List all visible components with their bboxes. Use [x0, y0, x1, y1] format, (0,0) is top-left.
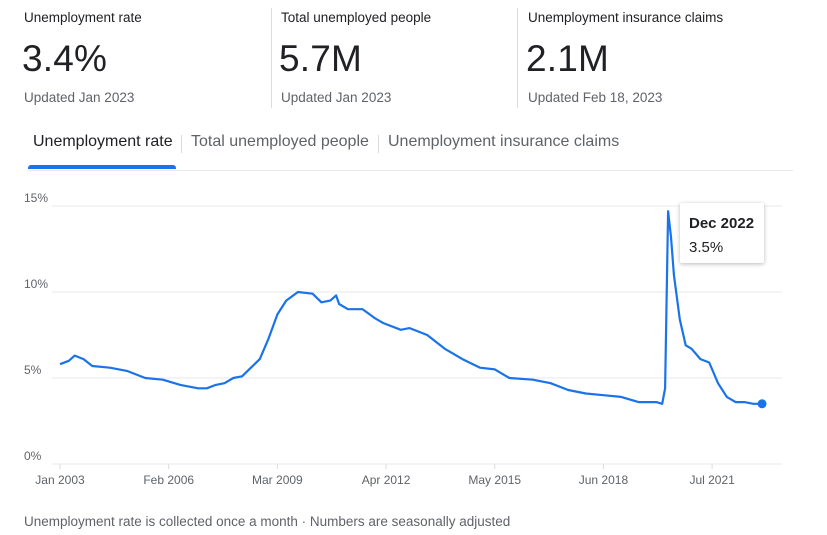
tooltip-date: Dec 2022 — [689, 215, 755, 232]
stat-total-unemployed[interactable]: Total unemployed people 5.7M Updated Jan… — [279, 0, 511, 108]
stat-insurance-claims[interactable]: Unemployment insurance claims 2.1M Updat… — [526, 0, 808, 108]
tab-unemployment-rate[interactable]: Unemployment rate — [33, 133, 173, 150]
chart-tooltip: Dec 2022 3.5% — [680, 203, 764, 263]
summary-stats: Unemployment rate 3.4% Updated Jan 2023 … — [0, 0, 827, 115]
stat-title: Unemployment insurance claims — [528, 10, 724, 25]
stat-updated: Updated Feb 18, 2023 — [528, 90, 663, 105]
x-tick-label: Apr 2012 — [362, 473, 411, 487]
stat-divider — [271, 8, 272, 108]
stat-updated: Updated Jan 2023 — [281, 90, 392, 105]
x-tick-label: Feb 2006 — [143, 473, 194, 487]
tab-divider — [378, 135, 379, 153]
x-tick-label: Jun 2018 — [579, 473, 629, 487]
tab-unemployment-insurance-claims[interactable]: Unemployment insurance claims — [388, 133, 620, 150]
stat-title: Total unemployed people — [281, 10, 432, 25]
chart-footnote: Unemployment rate is collected once a mo… — [24, 514, 511, 529]
highlight-point[interactable] — [757, 399, 767, 409]
x-axis-ticks: Jan 2003 Feb 2006 Mar 2009 Apr 2012 May 2015… — [35, 464, 735, 487]
tooltip-value: 3.5% — [689, 239, 724, 256]
y-tick-label: 10% — [24, 277, 48, 291]
series-line — [59, 210, 763, 405]
stat-unemployment-rate[interactable]: Unemployment rate 3.4% Updated Jan 2023 — [22, 0, 264, 108]
chart-gridlines — [52, 205, 782, 465]
x-tick-label: Jan 2003 — [35, 473, 85, 487]
stat-value: 2.1M — [526, 38, 610, 79]
y-tick-label: 15% — [24, 191, 48, 205]
x-tick-label: May 2015 — [468, 473, 521, 487]
active-tab-indicator — [28, 165, 176, 169]
y-tick-label: 5% — [24, 363, 42, 377]
tab-total-unemployed-people[interactable]: Total unemployed people — [191, 133, 369, 150]
stat-value: 5.7M — [279, 38, 363, 79]
unemployment-line-chart[interactable]: 0% 5% 10% 15% Jan 2003 Feb 2006 Mar 2009 Apr 2… — [0, 190, 827, 500]
stat-updated: Updated Jan 2023 — [24, 90, 135, 105]
tab-divider — [181, 135, 182, 153]
chart-tabs: Unemployment rate Total unemployed peopl… — [28, 125, 793, 171]
y-axis-ticks: 0% 5% 10% 15% — [24, 191, 48, 463]
stat-value: 3.4% — [22, 38, 108, 79]
x-tick-label: Jul 2021 — [689, 473, 735, 487]
y-tick-label: 0% — [24, 449, 42, 463]
stat-divider — [517, 8, 518, 108]
stat-title: Unemployment rate — [24, 10, 142, 25]
x-tick-label: Mar 2009 — [252, 473, 303, 487]
